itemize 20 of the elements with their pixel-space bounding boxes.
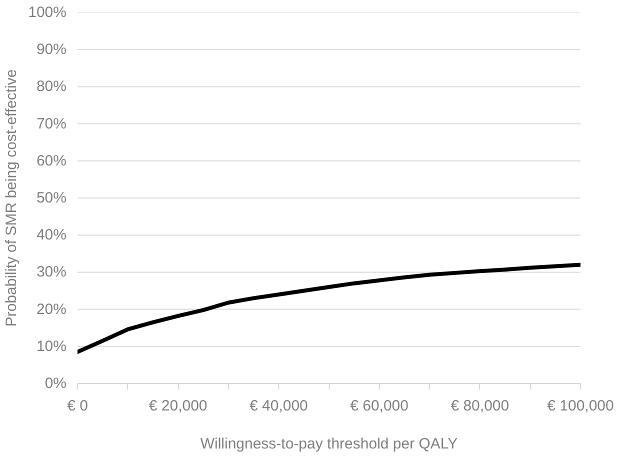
y-tick-label: 40% — [36, 226, 67, 244]
x-tick-label: € 60,000 — [350, 398, 408, 414]
y-tick-label: 90% — [36, 41, 67, 58]
y-tick-label: 0% — [44, 375, 67, 392]
x-tick-label: € 40,000 — [250, 398, 308, 414]
y-tick-label: 60% — [36, 152, 67, 170]
line-series — [78, 262, 580, 354]
y-tick-label: 30% — [36, 264, 67, 281]
y-tick-label: 50% — [36, 190, 67, 206]
x-tick-label: € 100,000 — [547, 398, 614, 414]
y-tick-label: 10% — [36, 338, 67, 355]
y-tick-label: 70% — [36, 115, 67, 132]
x-axis-title: Willingness-to-pay threshold per QALY — [200, 436, 458, 452]
y-axis-title: Probability of SMR being cost-effective — [3, 69, 20, 327]
y-tick-label: 80% — [36, 78, 67, 96]
y-tick-label: 100% — [28, 4, 67, 21]
y-tick-label: 20% — [36, 300, 67, 318]
x-tick-label: € 20,000 — [148, 398, 208, 414]
x-tick-label: € 0 — [67, 398, 88, 414]
x-tick-label: € 80,000 — [450, 398, 510, 414]
